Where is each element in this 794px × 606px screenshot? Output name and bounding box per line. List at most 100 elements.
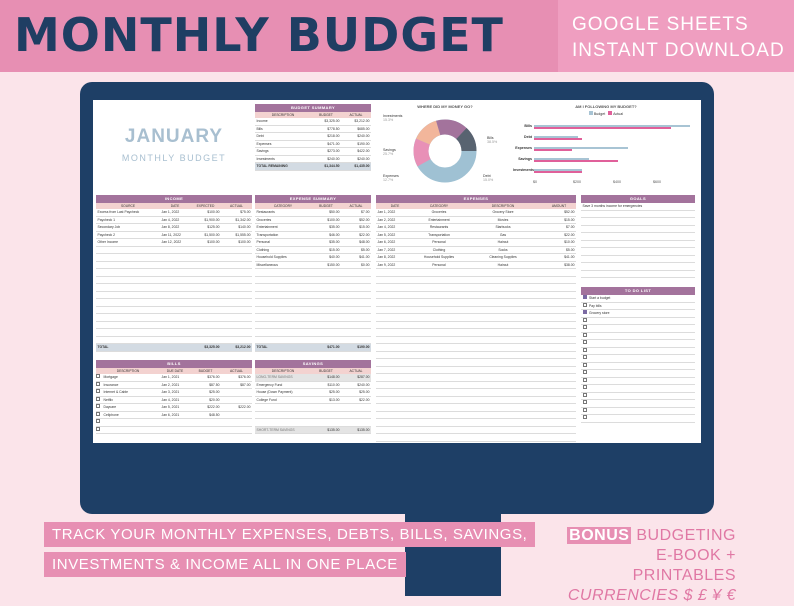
cell <box>255 419 311 426</box>
cell: $7.00 <box>361 210 370 214</box>
checkbox[interactable] <box>96 381 100 386</box>
slice-investments <box>413 119 477 183</box>
cell <box>96 299 160 306</box>
table-title: TO DO LIST <box>581 287 695 295</box>
todo-checkbox[interactable] <box>583 355 587 359</box>
cell: Restaurants <box>256 210 275 214</box>
cell: Daycare <box>103 405 117 409</box>
table-row: Bills $778.50 $685.00 <box>255 126 371 133</box>
expense-summary-table: EXPENSE SUMMARY CATEGORY BUDGET ACTUAL R… <box>255 195 371 352</box>
cell: Jan 1, 2022 <box>377 210 396 214</box>
total-row: TOTAL REMAINING $1,344.50 $1,435.00 <box>255 163 371 171</box>
cell: $46.00 <box>329 232 340 237</box>
todo-checkbox[interactable] <box>583 332 587 337</box>
todo-checkbox[interactable] <box>583 400 587 404</box>
cell <box>160 344 190 351</box>
table-row <box>255 307 371 314</box>
table-row <box>96 292 252 299</box>
cell: $0.00 <box>361 262 370 267</box>
checkbox[interactable] <box>96 389 100 393</box>
cell: Jan 6, 2022 <box>377 240 396 244</box>
checkbox[interactable] <box>96 404 100 408</box>
cell <box>464 277 542 284</box>
slice-savings <box>413 119 477 183</box>
cell <box>414 329 464 336</box>
cell: $25.00 <box>359 390 370 394</box>
todo-checkbox[interactable] <box>583 347 587 352</box>
todo-checkbox[interactable] <box>583 340 587 344</box>
cell <box>190 299 221 306</box>
cell <box>160 427 190 434</box>
checkbox[interactable] <box>96 426 100 431</box>
title-banner: MONTHLY BUDGET GOOGLE SHEETS INSTANT DOW… <box>0 0 794 72</box>
cell: SHORT-TERM SAVINGS <box>256 427 295 432</box>
table-row <box>376 284 576 292</box>
todo-row <box>581 347 695 355</box>
cell <box>311 322 341 329</box>
cell: Debt <box>256 134 264 138</box>
todo-checkbox[interactable] <box>583 317 587 322</box>
table-row <box>96 314 252 322</box>
legend-swatch-budget <box>588 111 593 115</box>
todo-text: Pay bills <box>589 303 602 308</box>
cell: $135.00 <box>357 427 370 432</box>
table-row: Secondary Job Jan 8, 2022 $125.00 $140.00 <box>96 224 252 232</box>
cell: $50.00 <box>329 210 340 214</box>
todo-checkbox[interactable] <box>583 392 587 397</box>
cell <box>255 277 311 284</box>
cell <box>376 352 414 359</box>
cell <box>190 277 221 284</box>
table-row: Jan 2, 2022 Entertainment Movies $15.00 <box>376 217 576 224</box>
col-header: CATEGORY <box>273 204 293 208</box>
checkbox[interactable] <box>96 411 100 416</box>
cell <box>464 352 542 359</box>
table-row <box>255 299 371 307</box>
todo-checkbox[interactable] <box>583 325 587 329</box>
cell <box>160 314 190 321</box>
table-row <box>96 299 252 307</box>
todo-checkbox[interactable] <box>583 407 587 412</box>
todo-checkbox[interactable] <box>583 362 587 367</box>
cell <box>542 307 576 314</box>
bar-budget <box>534 146 629 149</box>
todo-checkbox[interactable] <box>583 377 587 382</box>
checkbox[interactable] <box>96 419 100 423</box>
todo-row <box>581 332 695 340</box>
bar-category-label: Expenses <box>515 146 532 150</box>
col-header: BUDGET <box>319 204 333 208</box>
cell <box>311 307 341 314</box>
cell <box>376 434 414 441</box>
cell <box>376 307 414 314</box>
cell <box>311 284 341 291</box>
cell: $190.00 <box>357 345 370 349</box>
todo-checkbox[interactable] <box>583 385 587 389</box>
goal-text <box>581 218 584 225</box>
cell <box>190 254 221 261</box>
checkbox[interactable] <box>96 374 100 378</box>
slice-label: Savings <box>383 148 396 152</box>
label-savings: Savings 25.7% <box>383 148 396 156</box>
col-header: EXPECTED <box>196 204 215 208</box>
cell <box>160 247 190 254</box>
cell <box>376 314 414 321</box>
cell <box>190 262 221 269</box>
cell <box>255 329 311 336</box>
todo-checkbox[interactable] <box>583 415 587 419</box>
todo-checkbox[interactable] <box>583 310 587 314</box>
tagline-line-2: INVESTMENTS & INCOME ALL IN ONE PLACE <box>44 552 406 577</box>
cell <box>190 292 221 299</box>
cell <box>255 299 311 306</box>
todo-checkbox[interactable] <box>583 295 587 299</box>
cell: Entertainment <box>428 217 450 222</box>
todo-checkbox[interactable] <box>583 370 587 374</box>
bills-rows: Mortgage Jan 1, 2021 $376.00 $376.00 Insuran… <box>96 374 252 434</box>
cell <box>102 419 160 426</box>
slice-debt <box>413 119 477 183</box>
checkbox[interactable] <box>96 396 100 401</box>
goal-text <box>581 256 584 263</box>
todo-checkbox[interactable] <box>583 302 587 307</box>
table-row: Jan 5, 2022 Transportation Gas $22.00 <box>376 232 576 239</box>
table-row: Cellphone Jan 6, 2021 $48.50 <box>96 411 252 419</box>
table-row: Jan 4, 2022 Restaurants Starbucks $7.00 <box>376 224 576 232</box>
table-row <box>376 337 576 344</box>
